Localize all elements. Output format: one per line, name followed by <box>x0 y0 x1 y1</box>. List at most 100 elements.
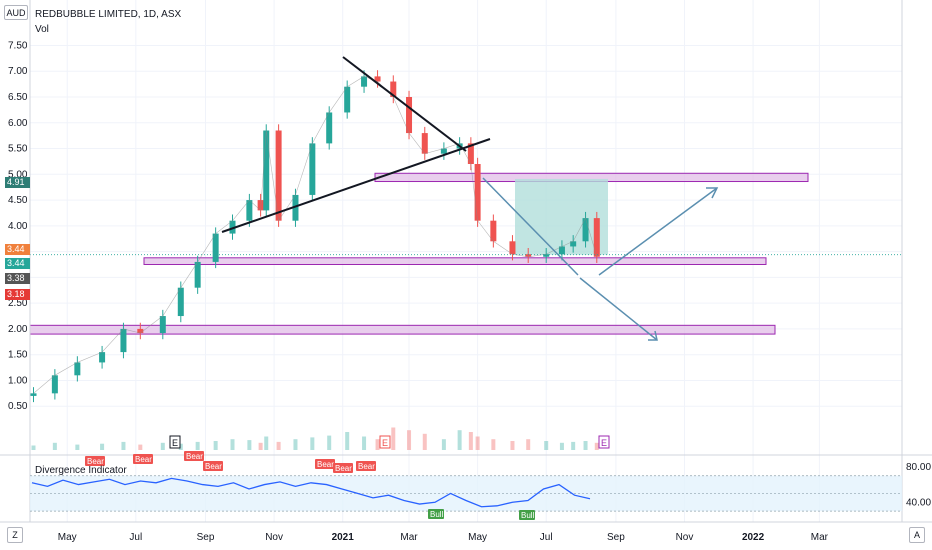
volume-bar <box>264 436 269 450</box>
earnings-box <box>598 435 610 449</box>
volume-bar <box>375 439 380 450</box>
bear-label-bg <box>333 463 353 473</box>
earnings-label: E <box>382 438 388 448</box>
x-tick-label: Nov <box>265 532 283 543</box>
candle-body <box>326 112 333 144</box>
candle-body <box>406 97 413 134</box>
candle-body <box>120 328 127 353</box>
arrow-up-head <box>706 187 719 199</box>
price-axis-ticks[interactable]: 7.507.006.506.005.505.004.504.003.503.00… <box>8 40 28 412</box>
volume-bar <box>327 435 332 450</box>
candle-body <box>99 352 106 363</box>
candle-body <box>309 143 316 195</box>
price-badge-last: 3.44 RBL <box>5 258 30 279</box>
x-tick-label: May <box>58 532 77 543</box>
zone-rect <box>143 257 767 265</box>
volume-bars <box>31 427 599 450</box>
y-tick-label: 4.50 <box>8 195 28 206</box>
volume-bar <box>258 442 263 450</box>
zoom-button[interactable]: Z <box>7 527 23 543</box>
candle-body <box>177 287 184 317</box>
volume-bar <box>559 442 564 450</box>
volume-bar <box>213 441 218 450</box>
x-tick-label: Jul <box>540 532 553 543</box>
osc-tick-label: 80.00 <box>906 462 931 473</box>
bear-label-bg <box>184 451 204 461</box>
volume-bar <box>422 433 427 450</box>
volume-bar <box>594 442 599 450</box>
y-tick-label: 7.00 <box>8 66 28 77</box>
x-tick-label: Nov <box>676 532 694 543</box>
candle-body <box>509 241 516 255</box>
volume-bar <box>491 439 496 450</box>
candle-body <box>440 148 447 154</box>
bear-label: Bear <box>186 452 203 461</box>
y-tick-label: 0.50 <box>8 401 28 412</box>
volume-bar <box>138 444 143 450</box>
x-tick-label: Mar <box>400 532 418 543</box>
oscillator-line <box>31 477 591 508</box>
bear-label: Bear <box>317 460 334 469</box>
y-tick-label: 1.00 <box>8 375 28 386</box>
price-candles <box>30 70 600 403</box>
volume-bar <box>100 443 105 450</box>
volume-bar <box>31 445 36 450</box>
auto-scale-button[interactable]: A <box>909 527 925 543</box>
x-tick-label: 2021 <box>332 532 355 543</box>
x-tick-label: Mar <box>811 532 829 543</box>
candle-body <box>390 81 397 97</box>
x-tick-label: Sep <box>607 532 625 543</box>
arrow-breakdown-head <box>648 330 658 341</box>
candle-body <box>30 393 37 396</box>
volume-bar <box>230 439 235 450</box>
oscillator-axis-ticks: 80.00 40.00 <box>906 462 931 508</box>
volume-bar <box>544 441 549 450</box>
candle-body <box>582 218 589 242</box>
candle-body <box>421 133 428 154</box>
currency-label[interactable]: AUD <box>4 5 28 20</box>
volume-bar <box>526 439 531 450</box>
earnings-label: E <box>601 438 607 448</box>
price-badge-pre: 3.44 Pre <box>5 244 30 265</box>
bear-label: Bear <box>87 457 104 466</box>
earnings-label: E <box>172 438 178 448</box>
time-axis-ticks[interactable]: May Jul Sep Nov 2021 Mar May Jul Sep Nov 2022 Mar <box>58 532 829 543</box>
x-tick-label: 2022 <box>742 532 765 543</box>
bear-label-bg <box>315 459 335 469</box>
candle-body <box>361 76 368 87</box>
volume-bar <box>121 441 126 450</box>
oscillator-title[interactable]: Divergence Indicator <box>35 465 127 476</box>
candle-body <box>558 246 565 255</box>
candle-body <box>490 220 497 242</box>
volume-bar <box>510 441 515 450</box>
y-tick-label: 5.00 <box>8 169 28 180</box>
earnings-box <box>169 435 181 449</box>
volume-bar <box>52 442 57 450</box>
price-badge-support: 3.38 <box>5 273 30 284</box>
candle-body <box>257 200 264 211</box>
volume-bar <box>345 432 350 450</box>
earnings-box <box>379 435 391 449</box>
candle-body <box>246 200 253 221</box>
candle-body <box>593 218 600 257</box>
volume-bar <box>293 439 298 450</box>
candle-body <box>137 328 144 334</box>
volume-bar <box>391 427 396 450</box>
y-tick-label: 5.50 <box>8 144 28 155</box>
y-tick-label: 2.50 <box>8 298 28 309</box>
volume-legend: Vol <box>35 24 49 35</box>
falling-trendline <box>342 56 467 152</box>
price-path <box>33 76 598 394</box>
bear-label: Bear <box>358 462 375 471</box>
arrow-breakdown-line <box>579 277 658 341</box>
arrow-down-line <box>482 177 579 276</box>
candle-body <box>543 254 550 257</box>
symbol-title[interactable]: REDBUBBLE LIMITED, 1D, ASX <box>35 9 182 20</box>
x-tick-label: Sep <box>197 532 215 543</box>
osc-tick-label: 40.00 <box>906 497 931 508</box>
price-badge-low: 3.18 <box>5 289 30 300</box>
candle-body <box>570 241 577 247</box>
